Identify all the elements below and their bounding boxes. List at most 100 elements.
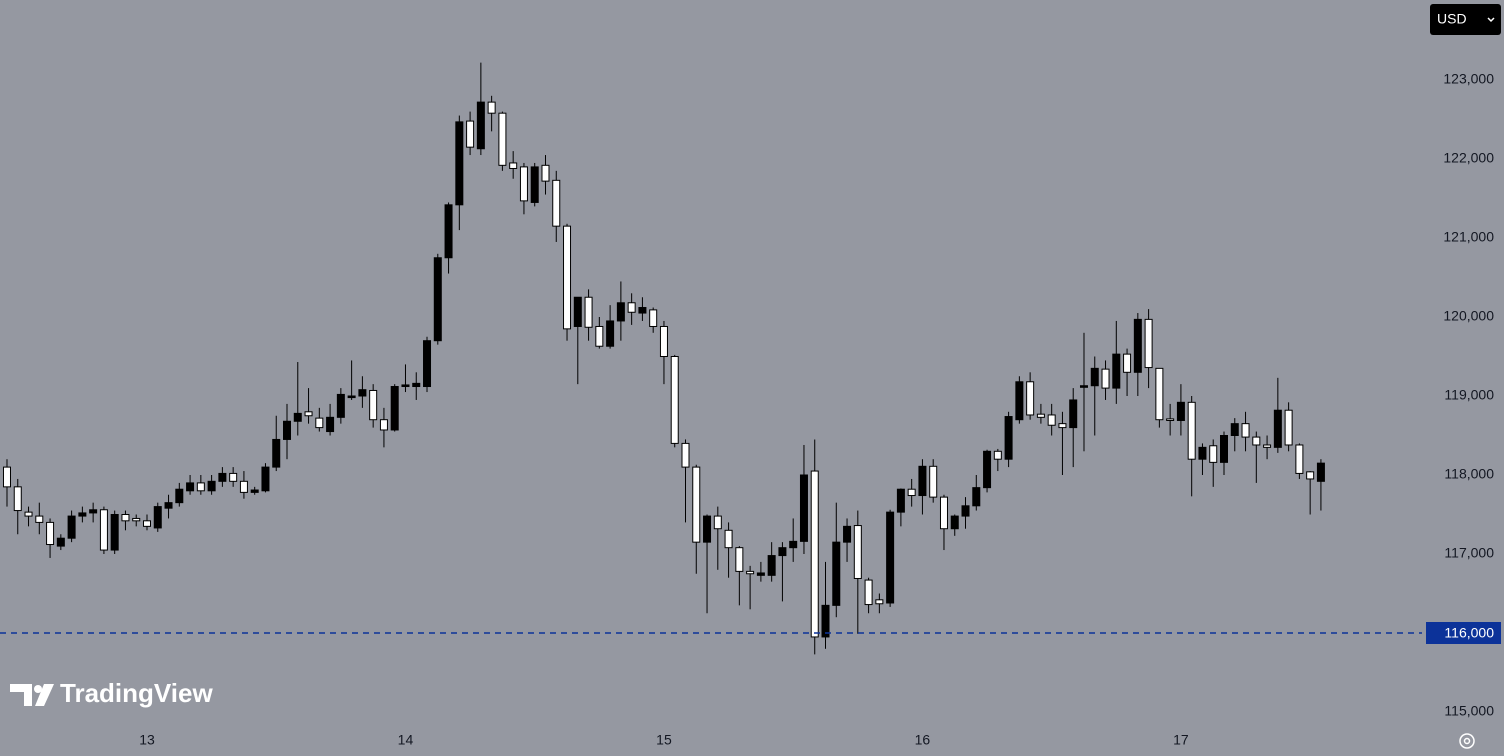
candle-body: [972, 487, 981, 507]
candle-body: [1316, 462, 1325, 482]
settings-icon[interactable]: [1459, 733, 1475, 749]
candle-body: [670, 356, 679, 444]
candle-body: [164, 502, 173, 509]
candle-body: [681, 442, 690, 468]
candle-body: [218, 472, 227, 482]
candle-body: [46, 521, 55, 546]
candle-body: [78, 512, 87, 517]
plot: [2, 62, 1325, 655]
watermark: TradingView: [10, 678, 213, 708]
gear[interactable]: [1459, 733, 1475, 749]
candle-body: [746, 570, 755, 575]
y-tick-label: 120,000: [1443, 308, 1494, 324]
candle-body: [584, 296, 593, 328]
candle-body: [1004, 416, 1013, 460]
candle-body: [929, 465, 938, 498]
candle-body: [1295, 444, 1304, 474]
candle-body: [1036, 413, 1045, 418]
candle-body: [993, 450, 1002, 460]
candle-body: [1273, 409, 1282, 448]
candle-body: [616, 302, 625, 322]
candle-body: [239, 480, 248, 493]
candle-body: [1209, 445, 1218, 463]
y-tick-label: 118,000: [1444, 466, 1494, 482]
candle-body: [1306, 471, 1315, 480]
x-tick-label: 16: [915, 732, 931, 748]
candle-body: [110, 514, 119, 551]
candle-body: [509, 162, 518, 169]
candle-body: [1241, 423, 1250, 438]
x-tick-label: 17: [1173, 732, 1189, 748]
candle-body: [1230, 423, 1239, 436]
candle-body: [595, 325, 604, 347]
candle-body: [713, 515, 722, 530]
candle-body: [336, 393, 345, 418]
candle-body: [767, 555, 776, 576]
currency-label[interactable]: USD: [1437, 11, 1467, 27]
candle-body: [1263, 444, 1272, 448]
candle-body: [821, 604, 830, 638]
y-tick-label: 121,000: [1443, 229, 1494, 245]
candle-body: [487, 101, 496, 114]
candle-body: [552, 179, 561, 227]
candle-body: [207, 480, 216, 492]
candle-body: [563, 225, 572, 330]
candle-body: [153, 506, 162, 529]
candle-body: [358, 389, 367, 397]
candle-body: [229, 472, 238, 482]
candle-body: [272, 438, 281, 468]
candle-body: [1155, 367, 1164, 421]
candle-body: [778, 547, 787, 557]
chevron[interactable]: [1487, 17, 1495, 23]
candle-body: [692, 466, 701, 543]
y-tick-label: 123,000: [1443, 71, 1494, 87]
candle-body: [1133, 318, 1142, 373]
candle-body: [638, 307, 647, 314]
candle-body: [401, 384, 410, 388]
candle-body: [196, 482, 205, 492]
candle-body: [379, 419, 388, 431]
candle-body: [175, 488, 184, 504]
candle-body: [250, 489, 259, 493]
candle-body: [1090, 367, 1099, 387]
logo-part: [10, 684, 32, 706]
candle-body: [326, 416, 335, 433]
candle-body: [1112, 353, 1121, 389]
candle-body: [950, 515, 959, 530]
candle-body: [423, 340, 432, 388]
candle-body: [142, 520, 151, 527]
candle-body: [390, 386, 399, 431]
y-tick-label: 119,000: [1444, 387, 1494, 403]
x-tick-label: 13: [139, 732, 155, 748]
candle-body: [186, 482, 195, 492]
gear-center[interactable]: [1463, 737, 1471, 745]
candle-body: [433, 257, 442, 342]
candle-body: [832, 541, 841, 606]
candle-body: [1079, 385, 1088, 388]
candle-body: [1123, 353, 1132, 373]
candle-body: [1166, 418, 1175, 421]
candle-body: [530, 166, 539, 203]
candle-body: [799, 474, 808, 542]
candle-body: [724, 529, 733, 549]
candle-body: [843, 525, 852, 543]
candle-body: [89, 509, 98, 514]
candle-body: [1176, 401, 1185, 421]
candle-body: [1284, 409, 1293, 446]
candle-body: [756, 572, 765, 576]
candle-body: [347, 395, 356, 399]
candle-body: [735, 547, 744, 572]
currency-button[interactable]: USD: [1430, 4, 1501, 35]
candle-body: [99, 509, 108, 551]
candle-body: [961, 505, 970, 517]
candle-body: [67, 515, 76, 539]
candle-body: [1069, 399, 1078, 429]
price-label-bg: [1426, 622, 1501, 644]
logo-part: [34, 685, 42, 693]
currency-button-bg[interactable]: [1430, 4, 1501, 35]
candle-body: [810, 470, 819, 638]
candle-body: [649, 309, 658, 327]
candle-body: [444, 204, 453, 259]
